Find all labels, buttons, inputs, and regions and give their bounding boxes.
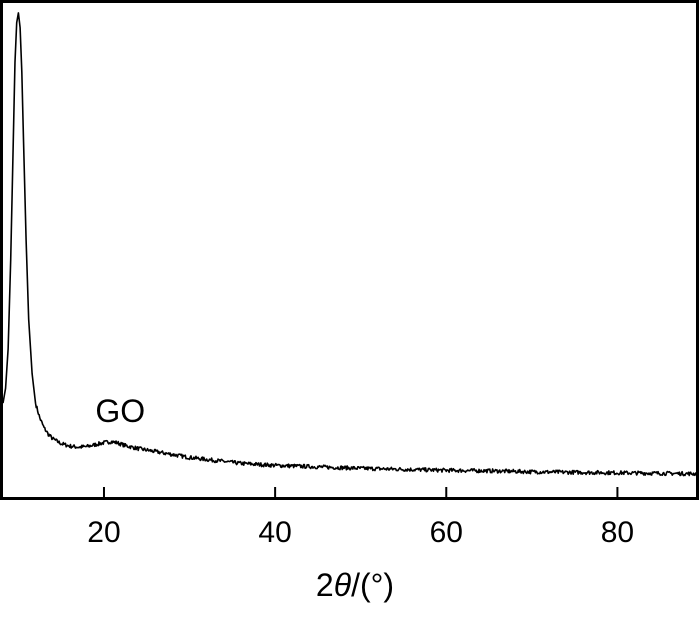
x-axis-title-symbol: θ bbox=[334, 567, 352, 603]
annotation-go: GO bbox=[95, 393, 145, 429]
x-tick-label-60: 60 bbox=[430, 516, 463, 549]
x-axis-title: 2θ/(°) bbox=[316, 567, 394, 603]
x-axis-title-suffix: /(°) bbox=[351, 567, 394, 603]
xrd-curve bbox=[2, 12, 698, 477]
x-tick-label-40: 40 bbox=[258, 516, 291, 549]
plot-frame bbox=[0, 0, 699, 500]
x-tick-label-80: 80 bbox=[601, 516, 634, 549]
x-axis-ticks bbox=[102, 487, 619, 497]
x-axis-tick-labels: 20 40 60 80 bbox=[87, 516, 634, 549]
x-tick-label-20: 20 bbox=[87, 516, 120, 549]
x-axis-title-prefix: 2 bbox=[316, 567, 334, 603]
